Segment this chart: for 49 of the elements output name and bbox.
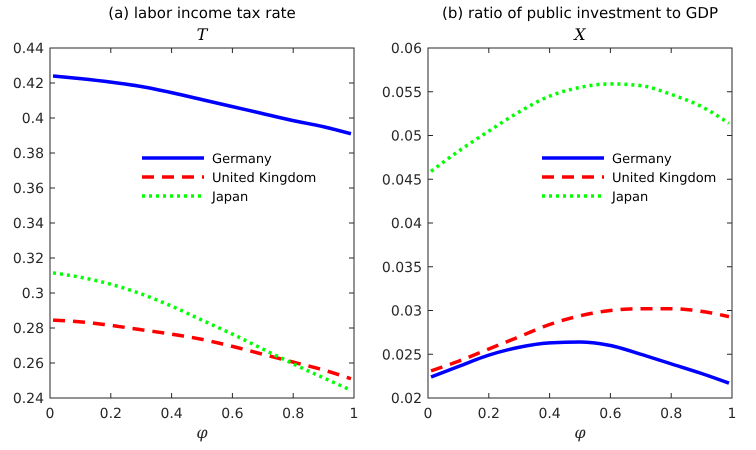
- x-axis-title: φ: [196, 423, 208, 442]
- y-tick-label: 0.32: [12, 251, 44, 267]
- y-tick-label: 0.28: [12, 321, 44, 337]
- x-tick-label: 0.6: [599, 406, 622, 422]
- legend-label: Japan: [611, 190, 648, 205]
- y-tick-label: 0.02: [390, 391, 422, 407]
- chart-title: (a) labor income tax rate: [108, 4, 296, 22]
- line-series: [429, 307, 731, 373]
- y-tick-label: 0.44: [12, 41, 44, 57]
- y-tick-label: 0.055: [382, 84, 422, 101]
- y-tick-label: 0.38: [12, 146, 44, 162]
- line-series: [51, 318, 353, 380]
- line-series: [429, 340, 731, 385]
- x-tick-label: 0.4: [160, 406, 183, 422]
- y-tick-label: 0.05: [390, 128, 422, 144]
- y-tick-label: 0.4: [22, 111, 44, 127]
- y-tick-label: 0.26: [12, 356, 44, 372]
- x-tick-label: 0.8: [660, 406, 682, 422]
- x-tick-label: 0: [46, 406, 54, 422]
- y-tick-label: 0.06: [390, 41, 422, 57]
- y-tick-label: 0.045: [382, 172, 422, 188]
- x-tick-label: 0.6: [221, 406, 244, 422]
- y-tick-label: 0.03: [390, 304, 422, 320]
- x-tick-label: 1: [350, 406, 358, 422]
- y-tick-label: 0.42: [12, 76, 44, 92]
- legend-label: United Kingdom: [212, 171, 316, 186]
- line-series: [51, 74, 353, 136]
- legend-label: Germany: [212, 152, 272, 167]
- x-tick-label: 0.8: [282, 406, 304, 422]
- chart-subtitle: T: [196, 25, 209, 44]
- line-series: [429, 82, 731, 174]
- y-tick-label: 0.035: [382, 260, 422, 276]
- legend-label: Japan: [211, 190, 248, 205]
- y-tick-label: 0.34: [12, 216, 44, 232]
- chart-subtitle: X: [572, 25, 586, 44]
- y-tick-label: 0.24: [12, 391, 44, 407]
- legend-label: Germany: [612, 152, 672, 167]
- x-tick-label: 0.2: [478, 406, 500, 422]
- x-tick-label: 0.2: [100, 406, 122, 422]
- x-axis-title: φ: [574, 423, 586, 442]
- chart-title: (b) ratio of public investment to GDP: [442, 4, 718, 22]
- x-tick-label: 0: [424, 406, 432, 422]
- y-tick-label: 0.025: [382, 347, 422, 364]
- x-tick-label: 1: [728, 406, 736, 422]
- y-tick-label: 0.36: [12, 181, 44, 197]
- y-tick-label: 0.04: [390, 216, 422, 232]
- legend-label: United Kingdom: [612, 171, 716, 186]
- y-tick-label: 0.3: [22, 286, 44, 302]
- x-tick-label: 0.4: [538, 406, 561, 422]
